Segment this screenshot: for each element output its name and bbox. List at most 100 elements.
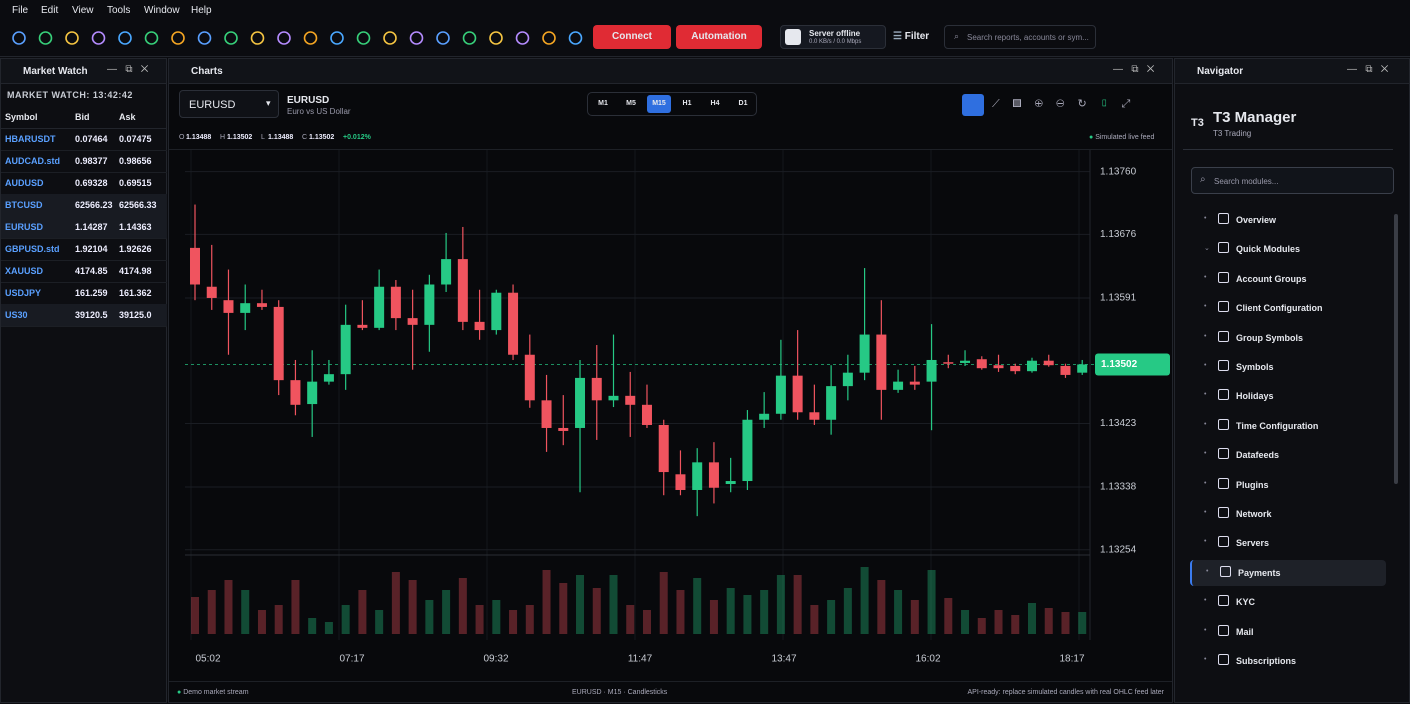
market-row[interactable]: AUDUSD 0.69328 0.69515	[1, 172, 167, 195]
filter-button[interactable]: ☰ Filter	[893, 31, 930, 42]
bullet: •	[1204, 303, 1207, 311]
x-tick-label: 13:47	[771, 654, 796, 665]
timeframe-button[interactable]: M5	[619, 95, 643, 113]
price: 0.69515	[119, 178, 152, 188]
toolbar-icon	[356, 31, 371, 45]
nav-item[interactable]: • Symbols	[1190, 354, 1384, 380]
market-row[interactable]: GBPUSD.std 1.92104 1.92626	[1, 238, 167, 261]
nav-item[interactable]: • Network	[1190, 501, 1384, 527]
nav-item[interactable]: • Overview	[1190, 207, 1384, 233]
timeframe-button[interactable]: M15	[647, 95, 671, 113]
nav-item[interactable]: • Mail	[1190, 619, 1384, 645]
menu-item[interactable]: Edit	[41, 5, 59, 16]
price: 62566.23	[75, 200, 113, 210]
timeframe-button[interactable]: H4	[703, 95, 727, 113]
toolbar-icon	[118, 31, 132, 45]
volume-bar	[207, 590, 216, 634]
candle-body	[374, 286, 385, 328]
nav-item[interactable]: • KYC	[1190, 589, 1384, 615]
candle-body	[893, 381, 904, 390]
symbol: AUDCAD.std	[5, 156, 60, 166]
candle-body	[809, 412, 820, 420]
candle-body	[976, 359, 987, 369]
toolbar-icon	[224, 31, 238, 45]
symbol: US30	[5, 310, 28, 320]
candle-body	[357, 324, 368, 328]
volume-bar	[994, 610, 1003, 634]
connect-button[interactable]: Connect	[593, 25, 671, 49]
menu-item[interactable]: Help	[191, 5, 212, 16]
candle-body	[692, 462, 703, 490]
ohlc-value: 1.13502	[227, 134, 253, 141]
nav-label: Symbols	[1236, 362, 1274, 372]
nav-item[interactable]: • Subscriptions	[1190, 648, 1384, 674]
nav-item[interactable]: • Account Groups	[1190, 266, 1384, 292]
volume-bar	[191, 597, 199, 634]
market-row[interactable]: XAUUSD 4174.85 4174.98	[1, 260, 167, 283]
ohlc-key: H	[220, 134, 226, 141]
ohlc-value: 1.13488	[186, 134, 212, 141]
toolbar-icon	[436, 31, 450, 45]
volume-bar	[626, 605, 635, 634]
toolbar-icon	[171, 31, 185, 45]
timeframe-button[interactable]: D1	[731, 95, 755, 113]
nav-label: Datafeeds	[1236, 450, 1280, 461]
nav-label: Overview	[1236, 215, 1277, 225]
menu-item[interactable]: Window	[144, 5, 180, 16]
y-tick-label: 1.13760	[1100, 166, 1137, 177]
nav-item[interactable]: • Payments	[1190, 559, 1386, 586]
nav-icon	[1218, 448, 1229, 460]
nav-item[interactable]: • Client Configuration	[1190, 295, 1384, 321]
search-placeholder: Search modules...	[1214, 177, 1279, 186]
nav-item[interactable]: • Plugins	[1190, 472, 1384, 498]
menu-item[interactable]: Tools	[107, 5, 131, 16]
timeframe-button[interactable]: H1	[675, 95, 699, 113]
nav-item[interactable]: • Group Symbols	[1190, 325, 1384, 351]
toolbar-icon	[144, 31, 159, 45]
x-tick-label: 16:02	[915, 654, 940, 665]
nav-item[interactable]: ⌄ Quick Modules	[1190, 236, 1384, 262]
menu-item[interactable]: View	[72, 5, 94, 16]
symbol-select[interactable]: EURUSD ▾	[179, 90, 279, 118]
bullet: ⌄	[1204, 245, 1210, 253]
nav-item[interactable]: • Holidays	[1190, 383, 1384, 409]
search-box[interactable]: ⌕ Search reports, accounts or sym...	[944, 25, 1096, 49]
volume-bar	[542, 570, 551, 634]
nav-item[interactable]: • Servers	[1190, 530, 1384, 556]
volume-bar	[709, 600, 718, 634]
price: 161.362	[119, 288, 152, 298]
symbol: GBPUSD.std	[5, 244, 60, 254]
nav-label: Payments	[1238, 567, 1281, 578]
price: 0.98656	[119, 156, 152, 166]
menu-bar: File Edit View Tools Window Help	[0, 0, 1410, 20]
nav-label: Time Configuration	[1236, 420, 1319, 431]
market-row[interactable]: BTCUSD 62566.23 62566.33	[1, 194, 167, 217]
market-row[interactable]: USDJPY 161.259 161.362	[1, 282, 167, 305]
menu-item[interactable]: File	[12, 5, 29, 16]
x-tick-label: 07:17	[339, 654, 364, 665]
market-row[interactable]: HBARUSDT 0.07464 0.07475	[1, 128, 167, 151]
automation-button[interactable]: Automation	[676, 25, 762, 49]
toolbar-icon	[277, 31, 291, 45]
candle-body	[558, 427, 569, 431]
volume-bar	[425, 600, 434, 634]
market-row[interactable]: US30 39120.5 39125.0	[1, 304, 167, 327]
volume-bar	[642, 610, 651, 634]
volume-bar	[525, 605, 534, 634]
nav-item[interactable]: • Datafeeds	[1190, 442, 1384, 468]
timeframe-button[interactable]: M1	[591, 95, 615, 113]
market-row[interactable]: EURUSD 1.14287 1.14363	[1, 216, 167, 239]
nav-icon	[1218, 507, 1229, 518]
volume-bar	[391, 572, 400, 634]
volume-bar	[860, 567, 869, 634]
nav-item[interactable]: • Time Configuration	[1190, 413, 1384, 439]
timeframe-label: H1	[682, 100, 692, 107]
volume-bar	[927, 570, 936, 634]
volume-bar	[743, 595, 752, 634]
toolbar-icon	[65, 31, 79, 45]
market-row[interactable]: AUDCAD.std 0.98377 0.98656	[1, 150, 167, 173]
volume-bar	[760, 590, 769, 634]
chart-mode-button[interactable]	[962, 94, 984, 116]
volume-bar	[1078, 612, 1087, 634]
module-search[interactable]: ⌕ Search modules...	[1191, 167, 1394, 194]
